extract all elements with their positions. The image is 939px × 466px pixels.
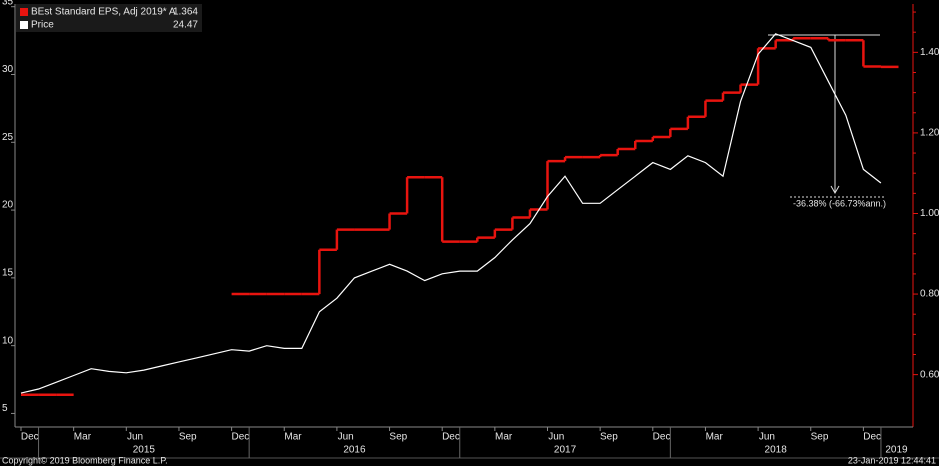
x-tick-label: Jun <box>548 432 564 443</box>
year-label: 2015 <box>133 445 156 456</box>
x-tick-label: Dec <box>863 432 881 443</box>
footer-right: 23-Jan-2019 12:44:41 <box>848 455 936 465</box>
y-tick-label: 10 <box>2 335 14 346</box>
x-tick-label: Mar <box>706 432 724 443</box>
x-tick-label: Mar <box>495 432 513 443</box>
legend: BEst Standard EPS, Adj 2019* A1.364 Price… <box>16 4 202 32</box>
y-tick-label: 25 <box>2 132 14 143</box>
y2-tick-label: 1.00 <box>920 208 939 219</box>
legend-box <box>16 4 202 32</box>
y-tick-label: 35 <box>2 0 14 7</box>
x-tick-label: Dec <box>231 432 249 443</box>
x-tick-label: Dec <box>442 432 460 443</box>
annotation-text: -36.38% (-66.73%ann.) <box>793 198 886 208</box>
legend-label: Price <box>31 20 54 31</box>
legend-label: BEst Standard EPS, Adj 2019* A <box>31 7 176 18</box>
year-label: 2019 <box>885 445 908 456</box>
y-tick-label: 20 <box>2 200 14 211</box>
y2-tick-label: 0.80 <box>920 289 939 300</box>
y2-tick-label: 0.60 <box>920 369 939 380</box>
x-tick-label: Jun <box>338 432 354 443</box>
year-label: 2016 <box>343 445 366 456</box>
x-tick-label: Dec <box>21 432 39 443</box>
legend-swatch <box>20 21 28 29</box>
y-tick-label: 15 <box>2 268 14 279</box>
x-tick-label: Jun <box>127 432 143 443</box>
x-tick-label: Mar <box>74 432 92 443</box>
x-tick-label: Jun <box>759 432 775 443</box>
x-tick-label: Sep <box>811 432 829 443</box>
x-tick-label: Sep <box>600 432 618 443</box>
footer-left: Copyright© 2019 Bloomberg Finance L.P. <box>2 455 168 465</box>
year-label: 2018 <box>765 445 788 456</box>
legend-value: 1.364 <box>173 7 198 18</box>
x-tick-label: Mar <box>284 432 302 443</box>
price-line <box>20 33 882 394</box>
legend-value: 24.47 <box>173 20 198 31</box>
annotation-arrowhead <box>830 185 840 195</box>
x-tick-label: Dec <box>653 432 671 443</box>
y-tick-label: 30 <box>2 64 14 75</box>
y2-tick-label: 1.40 <box>920 47 939 58</box>
legend-swatch <box>20 8 28 16</box>
x-tick-label: Sep <box>389 432 407 443</box>
year-label: 2017 <box>554 445 577 456</box>
y-tick-label: 5 <box>2 403 8 414</box>
x-tick-label: Sep <box>179 432 197 443</box>
y2-tick-label: 1.20 <box>920 128 939 139</box>
